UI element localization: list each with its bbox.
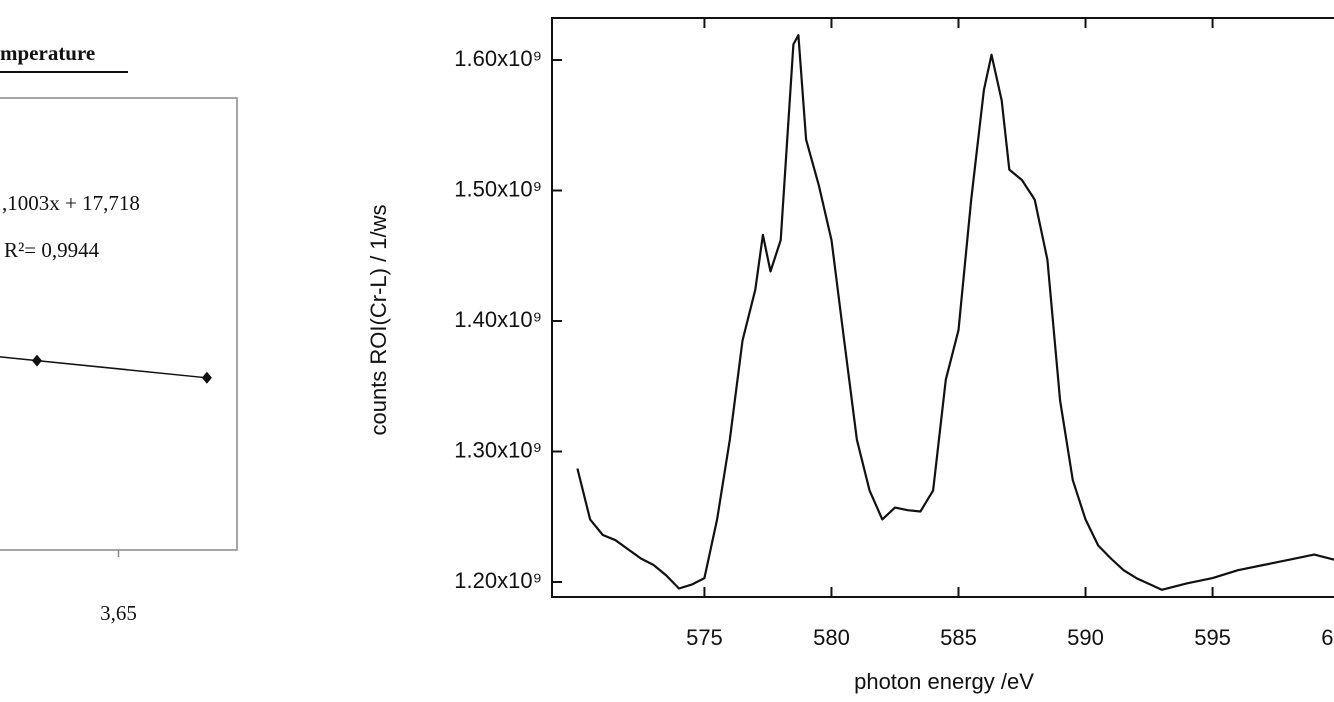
equation: ,1003x + 17,718 xyxy=(2,191,140,215)
x-tick-label: 3,65 xyxy=(100,601,137,625)
x-tick-label: 600 xyxy=(1321,625,1334,650)
left-title: mperature xyxy=(0,41,95,65)
trend-line xyxy=(0,356,38,362)
x-tick-label: 575 xyxy=(686,625,723,650)
y-tick-label: 1.30x10⁹ xyxy=(454,437,542,462)
y-tick-label: 1.60x10⁹ xyxy=(454,46,542,71)
plot-frame xyxy=(551,17,1334,598)
x-tick-label: 595 xyxy=(1194,625,1231,650)
spectrum-line xyxy=(576,34,1334,591)
marker xyxy=(31,354,42,367)
r-squared: R²= 0,9944 xyxy=(4,238,100,262)
x-tick-label: 585 xyxy=(940,625,977,650)
x-tick-label: 590 xyxy=(1067,625,1104,650)
marker xyxy=(201,371,212,384)
x-axis-label: photon energy /eV xyxy=(854,669,1034,694)
x-tick-label: 580 xyxy=(813,625,850,650)
data-line xyxy=(36,359,207,379)
y-tick-label: 1.40x10⁹ xyxy=(454,307,542,332)
y-axis-label: counts ROI(Cr-L) / 1/ws xyxy=(366,204,391,435)
plot-frame xyxy=(0,97,238,551)
y-tick-label: 1.50x10⁹ xyxy=(454,176,542,201)
y-tick-label: 1.20x10⁹ xyxy=(454,568,542,593)
